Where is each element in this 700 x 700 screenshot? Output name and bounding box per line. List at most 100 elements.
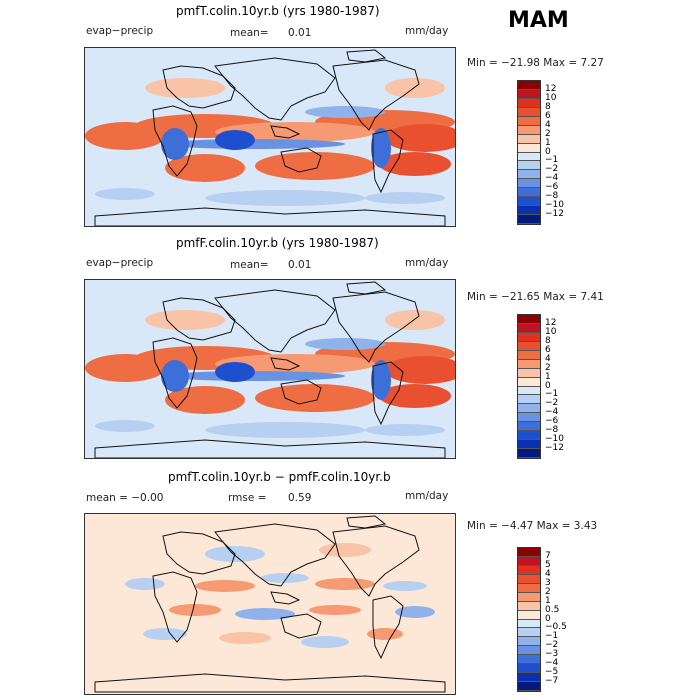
map-positive-region [385, 124, 455, 152]
coastline [346, 49, 387, 63]
colorbar-level-label: −12 [545, 443, 564, 454]
map-anomaly-region [143, 628, 187, 640]
colorbar-swatch [518, 350, 540, 360]
coastline [372, 595, 404, 660]
map-positive-region [255, 152, 375, 180]
map-negative-region [305, 106, 385, 118]
colorbar-swatch [518, 422, 540, 432]
colorbar-level-label: 2 [545, 128, 551, 139]
colorbar-level-label: 3 [545, 577, 551, 588]
colorbar-level-label: 0.5 [545, 604, 560, 615]
map-anomaly-region [319, 543, 371, 557]
colorbar-level-label: −1 [545, 631, 559, 642]
colorbar-swatch [518, 628, 540, 638]
panel-3-minmax: Min = −4.47 Max = 3.43 [467, 520, 598, 532]
colorbar-swatch [518, 413, 540, 423]
map-anomaly-region [309, 605, 361, 615]
colorbar-level-label: 1 [545, 595, 551, 606]
colorbar-level-label: 0 [545, 380, 551, 391]
colorbar-level-label: −7 [545, 676, 559, 687]
colorbar-level-label: −1 [545, 389, 559, 400]
colorbar-swatch [518, 565, 540, 575]
colorbar-swatch [518, 125, 540, 135]
map-negative-region [161, 360, 189, 392]
map-positive-region [379, 384, 451, 408]
coastline [162, 297, 236, 341]
colorbar-swatch [518, 583, 540, 593]
colorbar-swatch [518, 98, 540, 108]
map-negative-region [215, 362, 255, 382]
map-anomaly-region [315, 578, 375, 590]
colorbar-swatch [518, 81, 540, 90]
coastline [332, 59, 420, 131]
map-anomaly-region [195, 580, 255, 592]
colorbar-level-label: 0 [545, 146, 551, 157]
colorbar-swatch [518, 152, 540, 162]
panel-3-map [84, 513, 456, 695]
map-positive-region [385, 310, 445, 330]
colorbar-swatch [518, 368, 540, 378]
colorbar-level-label: 2 [545, 362, 551, 373]
colorbar-level-label: 12 [545, 83, 557, 94]
colorbar-swatch [518, 170, 540, 180]
map-positive-region [379, 152, 451, 176]
colorbar-swatch [518, 548, 540, 557]
colorbar-swatch [518, 449, 540, 458]
coastline [332, 291, 420, 363]
colorbar-level-label: −6 [545, 182, 559, 193]
colorbar-swatch [518, 206, 540, 216]
panel-1-title: pmfT.colin.10yr.b (yrs 1980-1987) [176, 4, 380, 18]
coastline [372, 129, 404, 194]
map-negative-region [165, 139, 345, 149]
colorbar-level-label: 0 [545, 613, 551, 624]
panel-3-colorbar [517, 547, 541, 692]
colorbar-level-label: 6 [545, 344, 551, 355]
map-anomaly-region [169, 604, 221, 616]
colorbar-swatch [518, 440, 540, 450]
coastline [280, 613, 322, 639]
panel-3-title: pmfT.colin.10yr.b − pmfF.colin.10yr.b [168, 470, 391, 484]
panel-3-rmse-value: 0.59 [288, 492, 312, 504]
coastline [152, 571, 198, 643]
colorbar-swatch [518, 637, 540, 647]
coastline [332, 525, 420, 597]
colorbar-swatch [518, 592, 540, 602]
colorbar-swatch [518, 179, 540, 189]
map-negative-region [305, 338, 385, 350]
colorbar-swatch [518, 556, 540, 566]
colorbar-level-label: −6 [545, 416, 559, 427]
coastline [346, 515, 387, 529]
panel-2-field-label: evap−precip [86, 257, 154, 269]
colorbar-level-label: 4 [545, 119, 551, 130]
coastline [214, 289, 336, 353]
colorbar-level-label: −10 [545, 434, 564, 445]
colorbar-swatch [518, 574, 540, 584]
colorbar-swatch [518, 134, 540, 144]
panel-1-field-label: evap−precip [86, 25, 154, 37]
colorbar-level-label: −10 [545, 200, 564, 211]
colorbar-swatch [518, 197, 540, 207]
colorbar-swatch [518, 682, 540, 691]
coastline [346, 281, 387, 295]
colorbar-level-label: −8 [545, 191, 559, 202]
colorbar-swatch [518, 215, 540, 224]
colorbar-swatch [518, 646, 540, 656]
map-negative-region [95, 420, 155, 432]
colorbar-swatch [518, 161, 540, 171]
panel-3-map-canvas [85, 514, 455, 694]
colorbar-level-label: 2 [545, 586, 551, 597]
map-anomaly-region [261, 573, 309, 583]
coastline [270, 125, 301, 139]
map-negative-region [215, 130, 255, 150]
colorbar-level-label: −2 [545, 398, 559, 409]
panel-2-map [84, 279, 456, 459]
colorbar-swatch [518, 143, 540, 153]
colorbar-level-label: 10 [545, 92, 557, 103]
colorbar-level-label: 8 [545, 335, 551, 346]
colorbar-level-label: −3 [545, 649, 559, 660]
coastline [152, 105, 198, 177]
colorbar-swatch [518, 107, 540, 117]
colorbar-level-label: −4 [545, 407, 559, 418]
map-positive-region [85, 354, 165, 382]
map-anomaly-region [367, 628, 403, 640]
